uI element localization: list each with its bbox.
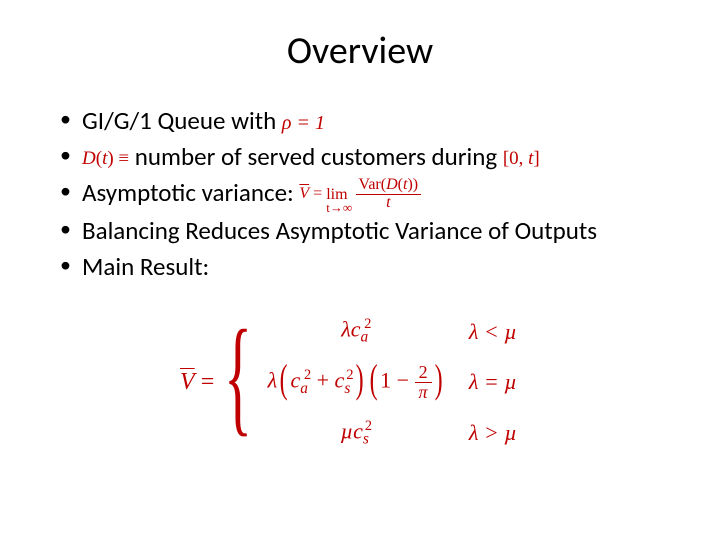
result-lhs: V = bbox=[180, 369, 214, 396]
bullet-2: D(t) ≡ number of served customers during… bbox=[56, 140, 670, 174]
bullet-3-math: V = limt→∞ Var(D(t))t bbox=[299, 177, 421, 212]
case-2-expr: λ(ca2 + cs2)(1 − 2π) bbox=[267, 362, 446, 403]
bullet-1: GI/G/1 Queue with ρ = 1 bbox=[56, 104, 670, 138]
bullet-1-math: ρ = 1 bbox=[282, 110, 325, 137]
bullet-1-text: GI/G/1 Queue with bbox=[82, 105, 282, 136]
brace-icon: { bbox=[224, 318, 252, 435]
page-title: Overview bbox=[50, 28, 670, 74]
main-result: V = { λca2 λ < µ λ(ca2 + cs2)(1 − 2π) λ … bbox=[50, 301, 670, 463]
case-2-cond: λ = µ bbox=[468, 362, 518, 403]
bullet-3-text: Asymptotic variance: bbox=[82, 177, 299, 208]
bullet-2-rhs: [0, t] bbox=[503, 146, 540, 172]
bullet-list: GI/G/1 Queue with ρ = 1 D(t) ≡ number of… bbox=[56, 104, 670, 283]
case-row: µcs2 λ > µ bbox=[267, 417, 518, 450]
case-1-expr: λca2 bbox=[267, 315, 446, 348]
bullet-2-text: number of served customers during bbox=[129, 141, 503, 172]
case-3-expr: µcs2 bbox=[267, 417, 446, 450]
bullet-2-lhs: D(t) ≡ bbox=[82, 146, 129, 172]
case-3-cond: λ > µ bbox=[468, 417, 518, 450]
case-row: λ(ca2 + cs2)(1 − 2π) λ = µ bbox=[267, 362, 518, 403]
bullet-4-text: Balancing Reduces Asymptotic Variance of… bbox=[82, 215, 597, 246]
bullet-4: Balancing Reduces Asymptotic Variance of… bbox=[56, 214, 670, 248]
slide: Overview GI/G/1 Queue with ρ = 1 D(t) ≡ … bbox=[0, 0, 720, 540]
bullet-5-text: Main Result: bbox=[82, 251, 209, 282]
case-row: λca2 λ < µ bbox=[267, 315, 518, 348]
bullet-3: Asymptotic variance: V = limt→∞ Var(D(t)… bbox=[56, 176, 670, 212]
result-cases: λca2 λ < µ λ(ca2 + cs2)(1 − 2π) λ = µ µc… bbox=[245, 301, 540, 463]
bullet-5: Main Result: bbox=[56, 250, 670, 284]
case-1-cond: λ < µ bbox=[468, 315, 518, 348]
